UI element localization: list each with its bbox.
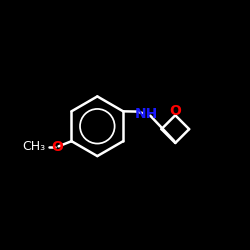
Text: O: O <box>169 104 181 118</box>
Text: O: O <box>51 140 63 154</box>
Text: NH: NH <box>135 107 158 121</box>
Text: CH₃: CH₃ <box>22 140 46 153</box>
